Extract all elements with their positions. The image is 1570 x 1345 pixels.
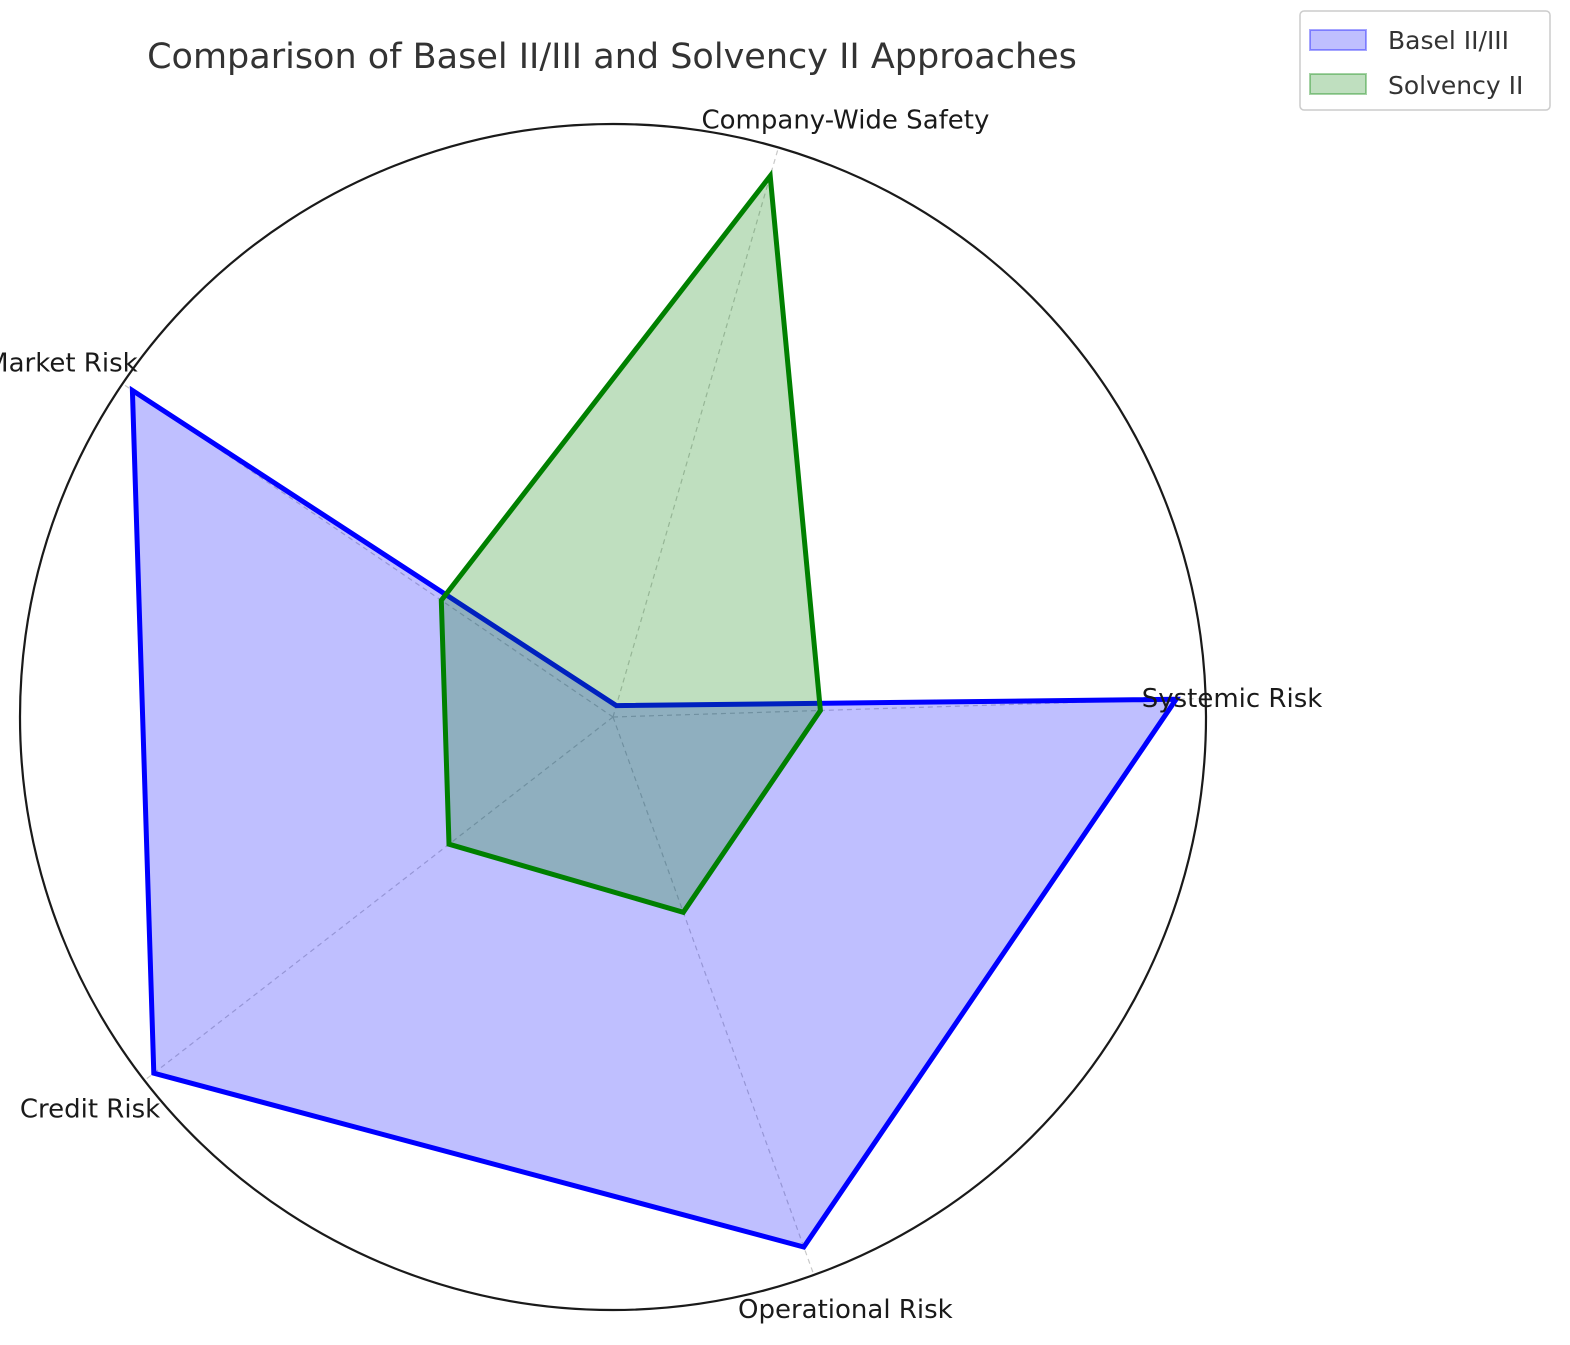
legend-label-basel: Basel II/III: [1388, 26, 1509, 55]
legend-swatch-basel: [1309, 29, 1367, 51]
series-line-basel: [129, 385, 1181, 1250]
data-point-basel: [131, 389, 133, 391]
data-point-basel: [153, 1072, 155, 1074]
chart-title: Comparison of Basel II/III and Solvency …: [147, 37, 1077, 77]
legend: Basel II/III Solvency II: [1299, 10, 1551, 111]
legend-box: [1299, 10, 1551, 111]
data-point-solvency: [440, 599, 442, 601]
axis-label: Market Risk: [0, 349, 138, 379]
data-point-basel: [1175, 698, 1177, 700]
axis-labels: Systemic Risk Company-Wide Safety Market R…: [0, 105, 1322, 1325]
data-point-basel: [803, 1246, 805, 1248]
axis-label: Credit Risk: [20, 1095, 160, 1125]
radar-series: [129, 169, 1181, 1250]
data-point-solvency: [769, 175, 771, 177]
data-point-solvency: [819, 710, 821, 711]
legend-swatch-solvency: [1309, 73, 1367, 95]
data-point-solvency: [682, 911, 684, 913]
axis-label: Company-Wide Safety: [702, 105, 990, 135]
radar-grid: [18, 122, 1208, 1312]
legend-label-solvency: Solvency II: [1388, 71, 1523, 100]
series-area-basel: [132, 390, 1177, 1247]
series-area-solvency: [441, 176, 821, 913]
axis-label: Systemic Risk: [1142, 684, 1323, 714]
axis-label: Operational Risk: [738, 1295, 953, 1325]
data-point-solvency: [448, 843, 450, 845]
outer-ring: [18, 122, 1208, 1312]
series-line-solvency: [438, 169, 823, 916]
data-point-basel: [615, 705, 617, 707]
